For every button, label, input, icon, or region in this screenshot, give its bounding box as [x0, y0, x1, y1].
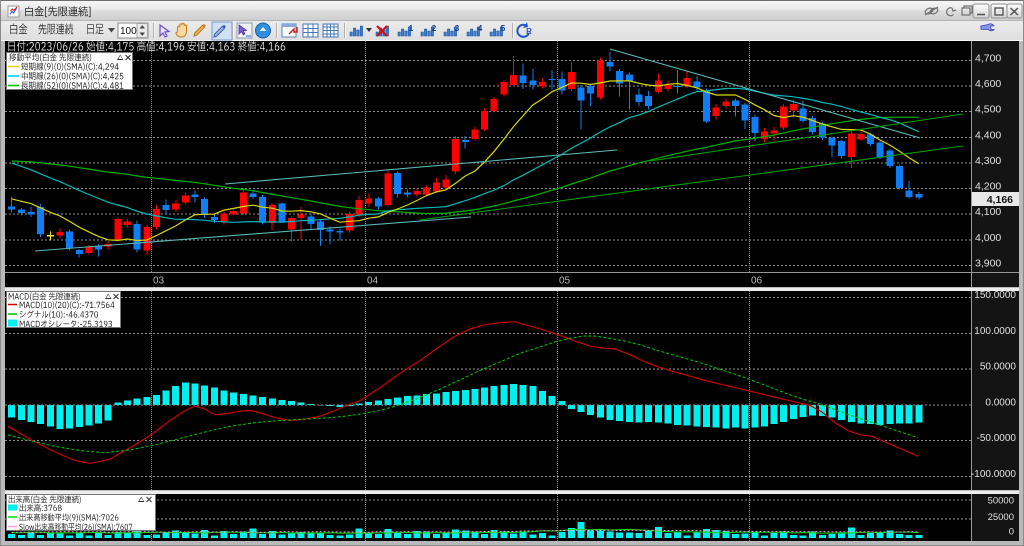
svg-text:-100.0000: -100.0000: [971, 469, 1016, 480]
svg-text:50000: 50000: [988, 496, 1014, 507]
svg-text:4,000: 4,000: [975, 232, 1001, 244]
svg-text:3: 3: [455, 24, 460, 33]
svg-text:1: 1: [409, 24, 414, 33]
svg-text:R: R: [526, 27, 532, 36]
svg-text:100: 100: [120, 26, 137, 37]
svg-text:2: 2: [432, 24, 437, 33]
svg-text:4,500: 4,500: [975, 104, 1001, 116]
svg-text:4,400: 4,400: [975, 129, 1001, 141]
svg-text:3,900: 3,900: [975, 258, 1001, 270]
svg-text:50.0000: 50.0000: [980, 362, 1017, 373]
svg-text:4: 4: [478, 24, 483, 33]
svg-text:0.0000: 0.0000: [985, 397, 1016, 408]
svg-text:4,300: 4,300: [975, 155, 1001, 167]
svg-text:0: 0: [1009, 527, 1014, 538]
svg-text:4,600: 4,600: [975, 78, 1001, 90]
svg-text:25000: 25000: [988, 512, 1014, 523]
svg-text:4,100: 4,100: [975, 206, 1001, 218]
svg-text:-50.0000: -50.0000: [977, 433, 1017, 444]
svg-text:05: 05: [559, 276, 571, 287]
svg-text:4,166: 4,166: [987, 194, 1013, 206]
svg-text:04: 04: [367, 276, 379, 287]
svg-text:06: 06: [751, 276, 763, 287]
svg-text:150.0000: 150.0000: [974, 290, 1016, 301]
svg-text:03: 03: [153, 276, 165, 287]
svg-text:4,200: 4,200: [975, 181, 1001, 193]
svg-text:100.0000: 100.0000: [974, 326, 1016, 337]
svg-text:5: 5: [501, 24, 506, 33]
svg-text:4,700: 4,700: [975, 52, 1001, 64]
